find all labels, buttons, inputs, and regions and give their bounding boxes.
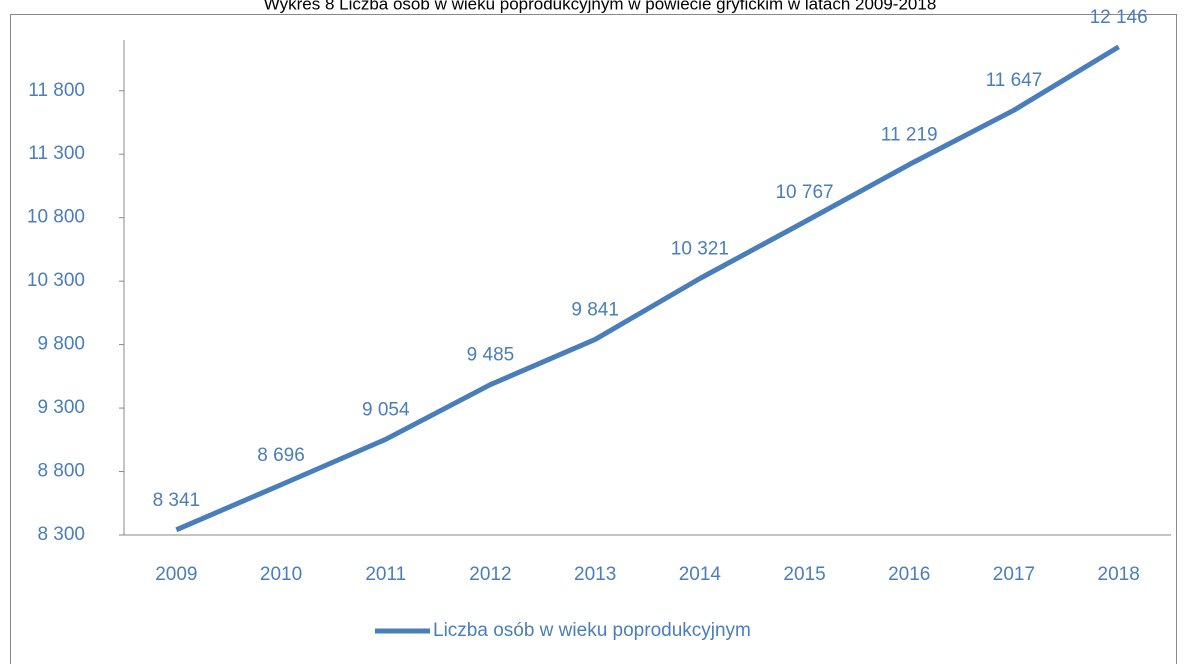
x-tick-label: 2016 bbox=[888, 564, 930, 585]
x-tick-label: 2012 bbox=[469, 564, 511, 585]
y-tick-label: 9 800 bbox=[37, 334, 85, 355]
x-tick-label: 2017 bbox=[993, 564, 1035, 585]
x-tick-label: 2010 bbox=[260, 564, 302, 585]
x-tick-label: 2013 bbox=[574, 564, 616, 585]
chart-border bbox=[10, 14, 1177, 664]
legend-label: Liczba osób w wieku poprodukcyjnym bbox=[433, 620, 751, 641]
x-tick-label: 2011 bbox=[365, 564, 406, 585]
data-label: 10 321 bbox=[671, 239, 729, 260]
y-tick-label: 11 300 bbox=[28, 143, 85, 164]
data-label: 11 219 bbox=[881, 125, 938, 146]
data-line bbox=[175, 44, 1120, 533]
data-label: 11 647 bbox=[986, 70, 1043, 91]
data-label: 8 341 bbox=[153, 490, 201, 511]
chart-title: Wykres 8 Liczba osób w wieku poprodukcyj… bbox=[264, 0, 937, 13]
data-label: 9 054 bbox=[362, 399, 410, 420]
data-label: 9 485 bbox=[467, 345, 515, 366]
x-tick-label: 2015 bbox=[783, 564, 825, 585]
y-tick-label: 8 300 bbox=[37, 524, 85, 545]
y-tick-label: 10 300 bbox=[27, 270, 85, 291]
y-tick-label: 8 800 bbox=[37, 461, 85, 482]
x-tick-label: 2009 bbox=[155, 564, 197, 585]
y-tick-label: 9 300 bbox=[37, 397, 85, 418]
x-tick-label: 2014 bbox=[679, 564, 722, 585]
data-label: 12 146 bbox=[1090, 7, 1148, 28]
y-tick-label: 10 800 bbox=[27, 207, 85, 228]
data-label: 9 841 bbox=[571, 299, 619, 320]
x-tick-label: 2018 bbox=[1098, 564, 1140, 585]
data-label: 8 696 bbox=[257, 445, 305, 466]
y-tick-label: 11 800 bbox=[28, 80, 85, 101]
data-label: 10 767 bbox=[775, 182, 833, 203]
